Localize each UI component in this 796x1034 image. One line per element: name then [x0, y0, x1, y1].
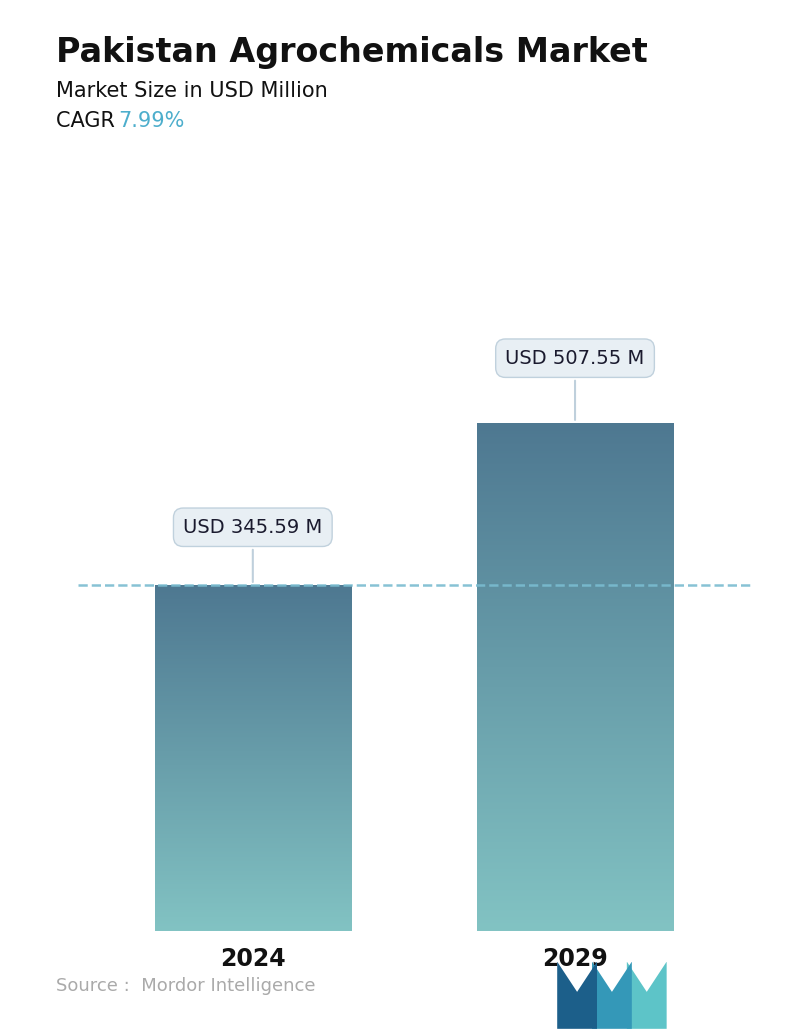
Text: USD 507.55 M: USD 507.55 M: [505, 348, 645, 420]
Text: Source :  Mordor Intelligence: Source : Mordor Intelligence: [56, 977, 315, 995]
Text: Pakistan Agrochemicals Market: Pakistan Agrochemicals Market: [56, 36, 647, 69]
Text: USD 345.59 M: USD 345.59 M: [183, 518, 322, 582]
Text: CAGR: CAGR: [56, 111, 121, 130]
Text: Market Size in USD Million: Market Size in USD Million: [56, 81, 327, 100]
Text: 7.99%: 7.99%: [118, 111, 184, 130]
